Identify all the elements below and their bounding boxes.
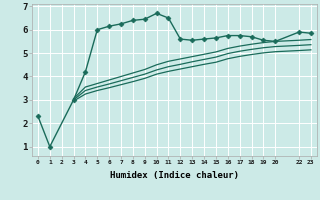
X-axis label: Humidex (Indice chaleur): Humidex (Indice chaleur) xyxy=(110,171,239,180)
